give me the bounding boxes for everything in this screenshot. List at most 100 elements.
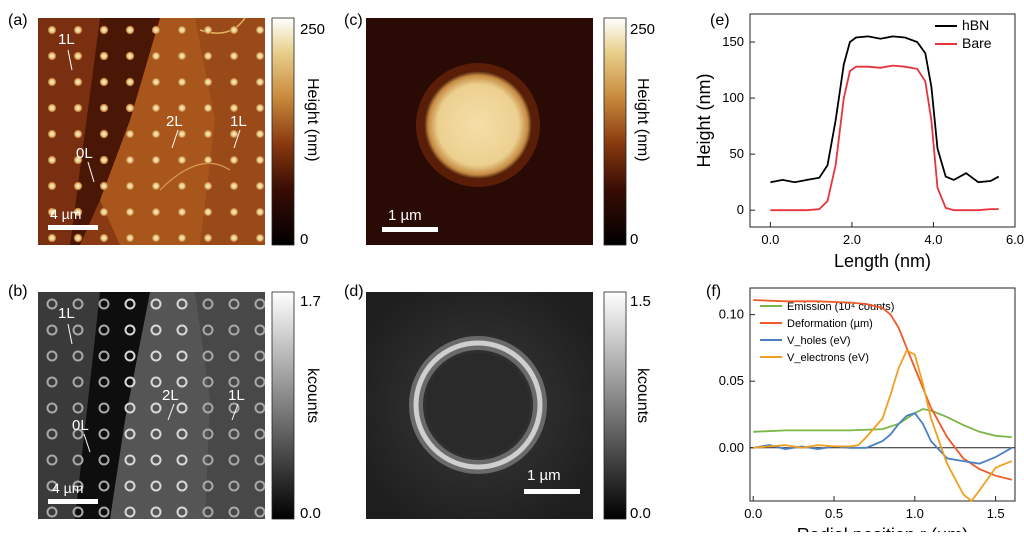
colorbar-b [271,291,295,520]
colorbar-d-label: kcounts [634,368,651,423]
series-line [753,349,1013,503]
x-tick-label: 2.0 [843,232,861,247]
panel-b: (b) 1L 0L 2L 1L 4 µm 1.7 0.0 kcounts [8,283,321,522]
pillar-dot [125,207,135,217]
panel-f: (f) 0.0 0.5 1.0 1.5 0.00 0.05 0.10 Radial posit… [706,283,1016,537]
x-tick-label: 0.0 [744,506,762,521]
pillar-dot [125,181,135,191]
pillar-dot [125,233,135,243]
emitter-ring [176,428,188,440]
series-line [770,64,999,212]
emitter-ring [124,454,136,466]
colorbar-d [603,291,627,520]
panel-label-d: (d) [344,283,364,300]
emitter-ring [46,298,58,310]
colorbar-b-min: 0.0 [300,505,321,522]
pillar-dot [151,155,161,165]
ring-core [426,353,530,457]
emitter-ring [176,506,188,518]
emitter-ring [254,350,265,362]
pointer-a-1l-left [67,49,73,71]
pillar-dot [203,103,213,113]
emitter-ring [98,506,110,518]
annotation-a-2l: 2L [166,113,183,130]
emitter-ring [176,324,188,336]
y-axis-label: Height (nm) [694,73,714,167]
pillar-dot [151,25,161,35]
panel-label-a: (a) [8,12,28,29]
emission-ring [413,340,543,470]
pillar-dot [203,181,213,191]
panel-d: (d) 1 µm 1.5 0.0 kcounts [344,283,651,522]
emitter-ring [98,298,110,310]
pillar-dot [47,181,57,191]
emitter-ring [254,428,265,440]
emitter-ring [176,376,188,388]
emitter-ring [72,324,84,336]
emitter-ring [150,506,162,518]
emitter-ring [176,480,188,492]
pillar-dot [151,77,161,87]
pillar-dot [177,51,187,61]
emitter-ring [150,402,162,414]
emitter-ring [46,376,58,388]
x-tick-label: 0.5 [825,506,843,521]
pillar-dot [255,129,265,139]
emitter-ring [228,480,240,492]
pillar-dot [99,233,109,243]
emitter-ring [124,506,136,518]
x-tick-label: 1.5 [987,506,1005,521]
emitter-ring [228,376,240,388]
pillar-dot [73,233,83,243]
pillar-dot [255,181,265,191]
emitter-ring [150,324,162,336]
emitter-ring [124,480,136,492]
emitter-ring [254,480,265,492]
pillar-dot [99,77,109,87]
pillar-dot [47,233,57,243]
emitter-ring [72,298,84,310]
colorbar-b-max: 1.7 [300,293,321,310]
colorbar-c-min: 0 [630,231,638,248]
scalebar-label-d: 1 µm [527,467,561,484]
pillar-dot [151,207,161,217]
x-tick-label: 1.0 [906,506,924,521]
y-tick-label: 50 [730,146,744,161]
annotation-a-1l-left: 1L [58,31,75,48]
pointer-b-2l [167,403,175,421]
dark-gap-b [75,292,150,519]
pillar-dot [255,25,265,35]
pointer-b-1l-left [67,323,73,345]
pillar-dot [99,25,109,35]
pillar-dot [255,51,265,61]
scalebar-b [48,499,98,504]
emitter-ring [202,506,214,518]
emitter-ring [228,324,240,336]
pillar-dot [229,207,239,217]
pillar-dot [125,129,135,139]
pillar-dot [255,77,265,87]
pillar-dot [177,155,187,165]
pillar-dot [47,129,57,139]
emitter-ring [254,454,265,466]
pillar-dot [229,25,239,35]
emitter-ring [46,350,58,362]
pillar-dot [203,51,213,61]
pillar-dot [125,51,135,61]
pillar-dot [99,207,109,217]
pillar-dot [99,103,109,113]
pillar-dot [229,103,239,113]
emitter-ring [228,428,240,440]
emitter-ring [228,350,240,362]
pillar-dot [47,51,57,61]
x-tick-label: 4.0 [924,232,942,247]
emitter-ring [176,402,188,414]
emitter-ring [98,454,110,466]
emitter-ring [150,298,162,310]
legend-entry: V_electrons (eV) [787,352,869,364]
pillar-dot [203,77,213,87]
annotation-b-2l: 2L [162,387,179,404]
pointer-b-0l [83,433,91,453]
flake-1l-region [195,18,265,245]
pillar-dot [177,233,187,243]
